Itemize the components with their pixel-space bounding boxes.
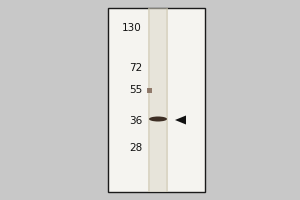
Ellipse shape bbox=[149, 116, 167, 121]
Bar bbox=[148, 8, 150, 192]
Text: 55: 55 bbox=[129, 85, 142, 95]
Polygon shape bbox=[175, 116, 186, 124]
Text: 28: 28 bbox=[129, 143, 142, 153]
Bar bbox=[148, 8, 168, 192]
Text: 36: 36 bbox=[129, 116, 142, 126]
Text: 130: 130 bbox=[122, 23, 142, 33]
Bar bbox=[108, 8, 205, 192]
Bar bbox=[146, 88, 152, 92]
Bar bbox=[166, 8, 168, 192]
Text: 72: 72 bbox=[129, 63, 142, 73]
